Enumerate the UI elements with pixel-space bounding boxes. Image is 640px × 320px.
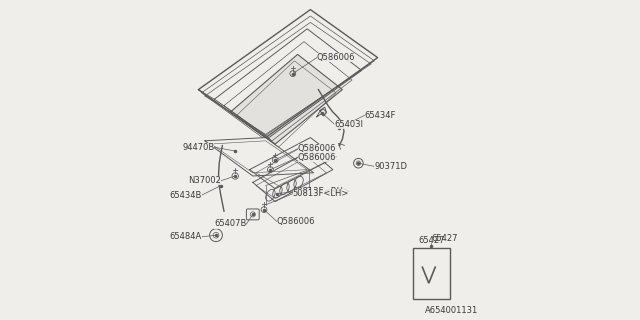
Text: N37002: N37002 (188, 176, 221, 185)
Text: 65434B: 65434B (169, 191, 202, 200)
Text: 94470B: 94470B (182, 143, 214, 152)
Text: Q586006: Q586006 (298, 153, 336, 162)
Text: 65484A: 65484A (170, 232, 202, 241)
Text: 65427: 65427 (431, 234, 458, 243)
Text: Q586006: Q586006 (317, 53, 355, 62)
Text: A654001131: A654001131 (425, 306, 479, 315)
Text: 90371D: 90371D (374, 162, 408, 171)
Text: 65434F: 65434F (365, 111, 396, 120)
Text: 65427: 65427 (418, 236, 445, 245)
Text: 50813F<LH>: 50813F<LH> (292, 189, 349, 198)
Text: Q586006: Q586006 (277, 217, 316, 226)
Text: 65407B: 65407B (214, 220, 246, 228)
Bar (413, 248, 450, 299)
Text: 65403I: 65403I (334, 120, 364, 129)
Text: Q586006: Q586006 (298, 144, 336, 153)
Polygon shape (230, 54, 342, 144)
Text: 50813E<RH>: 50813E<RH> (292, 188, 351, 196)
